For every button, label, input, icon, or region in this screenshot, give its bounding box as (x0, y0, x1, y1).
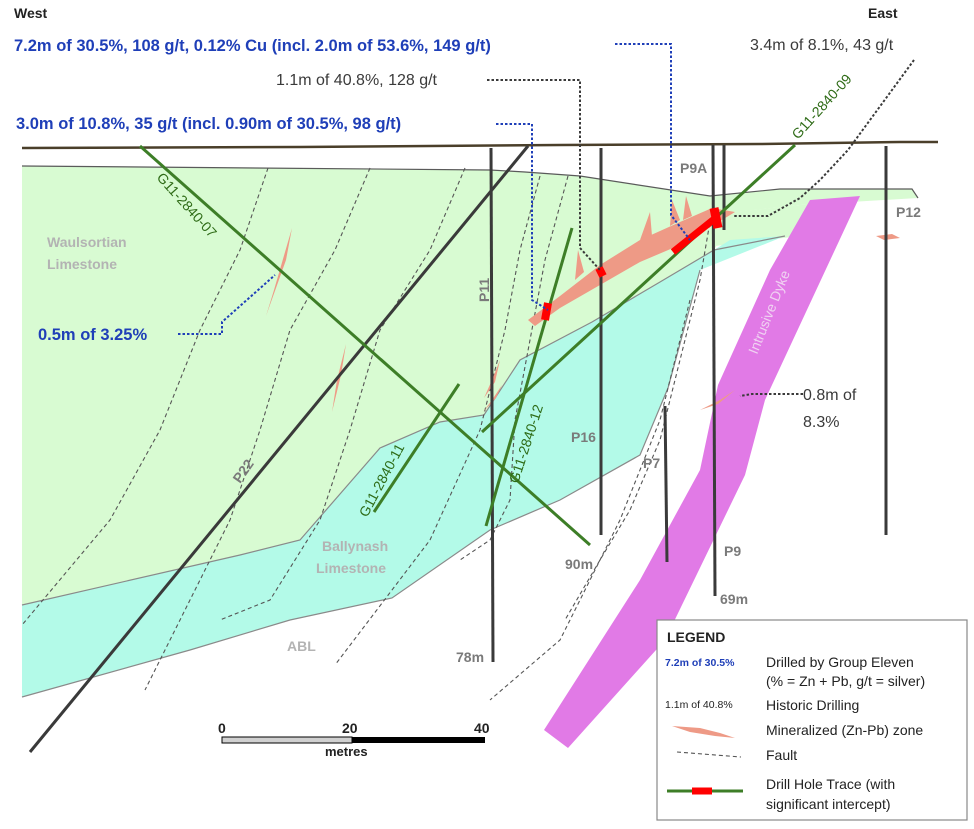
upper-contact (21, 165, 919, 199)
mineralized-zones (266, 196, 900, 412)
west-label: West (14, 5, 48, 21)
legend-mineral-label: Mineralized (Zn-Pb) zone (766, 722, 923, 738)
callout-0-5m: 0.5m of 3.25% (38, 326, 147, 344)
leader-c5 (178, 274, 276, 335)
hole-p7 (663, 405, 669, 563)
east-label: East (868, 5, 898, 21)
label-p11: P11 (476, 278, 492, 302)
leader-c1 (615, 43, 691, 241)
legend-gen-line1: Drilled by Group Eleven (766, 654, 914, 670)
fault-line (459, 175, 569, 561)
depth-69m: 69m (720, 591, 748, 607)
label-p9: P9 (724, 543, 741, 559)
mineral-spike (683, 196, 692, 220)
callout-3-0m: 3.0m of 10.8%, 35 g/t (incl. 0.90m of 30… (16, 115, 401, 133)
leader-c4 (733, 59, 915, 217)
legend-hist-sample: 1.1m of 40.8% (665, 699, 733, 711)
fault-line (564, 209, 713, 621)
legend-trace-line1: Drill Hole Trace (with (766, 776, 895, 792)
waulsortian-label-1: Waulsortian (47, 234, 127, 250)
label-p9a: P9A (680, 160, 707, 176)
callout-0-8m-line2: 8.3% (803, 414, 839, 431)
waulsortian-limestone-unit (22, 166, 918, 605)
mineral-lens (876, 234, 900, 240)
waulsortian-label-2: Limestone (47, 256, 117, 272)
fault-line (489, 299, 691, 701)
mineral-spike (670, 200, 680, 226)
leader-c2 (487, 79, 601, 271)
fault-line (334, 175, 541, 666)
depth-90m: 90m (565, 556, 593, 572)
label-p16: P16 (571, 429, 596, 445)
fault-lines (21, 167, 713, 701)
mineral-spike (575, 250, 584, 280)
legend-fault-label: Fault (766, 747, 797, 763)
legend-fault-swatch (676, 751, 742, 758)
legend-trace-line2: significant intercept) (766, 796, 891, 812)
callout-7-2m: 7.2m of 30.5%, 108 g/t, 0.12% Cu (incl. … (14, 37, 491, 55)
callout-3-4m: 3.4m of 8.1%, 43 g/t (750, 37, 894, 54)
legend-hist-label: Historic Drilling (766, 697, 859, 713)
hole-p22 (28, 145, 530, 753)
intercept-3-0m (541, 302, 552, 321)
label-p7: P7 (643, 455, 660, 471)
group-eleven-drill-holes (139, 143, 797, 547)
scale-0: 0 (218, 720, 226, 736)
hole-p11 (489, 147, 495, 663)
callout-0-8m-line1: 0.8m of (803, 387, 857, 404)
hole-g11-2840-11 (372, 383, 461, 513)
hole-g11-2840-12 (484, 227, 574, 527)
label-g11-2840-09: G11-2840-09 (788, 71, 855, 142)
legend-title: LEGEND (667, 629, 725, 645)
legend-mineral-swatch (672, 726, 735, 738)
fault-line (144, 167, 371, 691)
abl-label: ABL (287, 638, 316, 654)
mineral-spike (640, 212, 652, 240)
callout-1-1m: 1.1m of 40.8%, 128 g/t (276, 72, 438, 89)
ballynash-label-2: Limestone (316, 560, 386, 576)
ground-surface (21, 140, 938, 150)
hole-g11-2840-09 (480, 143, 797, 434)
fault-line (219, 167, 466, 621)
ballynash-label-1: Ballynash (322, 538, 388, 554)
fault-line (21, 167, 269, 626)
intercept-7-2m (670, 213, 721, 255)
leader-c3 (496, 123, 549, 311)
intrusive-dyke (544, 196, 860, 748)
abl-contact (21, 269, 701, 698)
scale-unit: metres (325, 744, 368, 759)
intercept-3-4m (709, 207, 723, 229)
scale-40: 40 (474, 720, 490, 736)
hole-g11-2840-07 (139, 144, 591, 547)
label-p12: P12 (896, 204, 921, 220)
main-mineralized-zone (528, 208, 735, 326)
legend-gen-line2: (% = Zn + Pb, g/t = silver) (766, 673, 925, 689)
historic-drill-holes (28, 144, 888, 753)
depth-78m: 78m (456, 649, 484, 665)
callout-leaders (178, 43, 915, 397)
scale-20: 20 (342, 720, 358, 736)
scale-bar: 0 20 40 metres (218, 720, 490, 759)
legend: LEGEND 7.2m of 30.5% Drilled by Group El… (656, 619, 968, 821)
leader-c6 (739, 393, 803, 397)
legend-gen-sample: 7.2m of 30.5% (665, 657, 735, 669)
